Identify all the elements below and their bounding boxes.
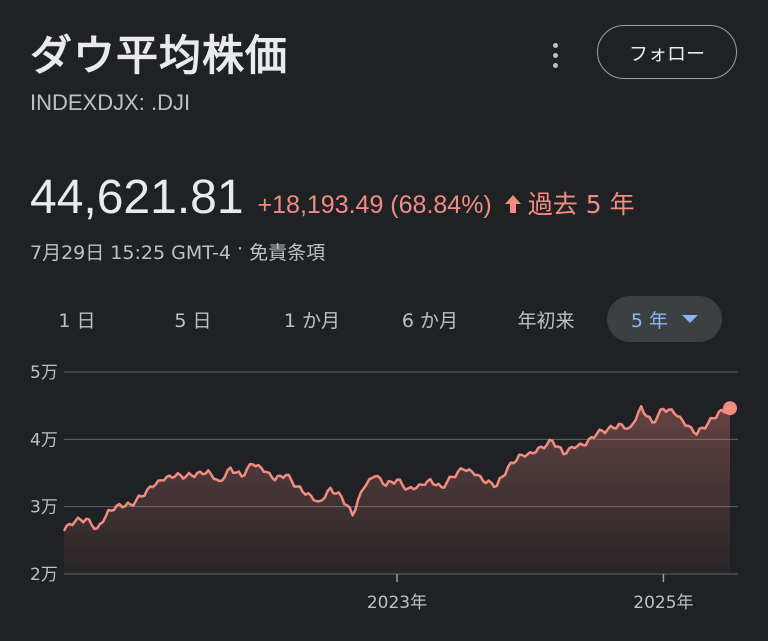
chart-area-fill — [64, 406, 730, 574]
timestamp: 7月29日 15:25 GMT-4 — [30, 242, 232, 264]
tab-6-month[interactable]: 6 か月 — [382, 296, 478, 342]
more-options-icon[interactable] — [540, 38, 570, 72]
y-tick-label: 4万 — [30, 430, 58, 450]
y-tick-label: 5万 — [30, 363, 58, 383]
price-change: +18,193.49 (68.84%) — [257, 191, 492, 219]
tab-label: 5 日 — [174, 309, 212, 332]
separator: · — [237, 238, 244, 260]
tab-label: 年初来 — [517, 309, 575, 332]
x-tick-label: 2025年 — [633, 593, 693, 613]
change-period: 過去 5 年 — [527, 190, 635, 219]
tab-1-day[interactable]: 1 日 — [40, 296, 114, 342]
price-chart[interactable]: 5万 4万 3万 2万 2023年 2025年 — [0, 352, 768, 641]
tab-label: 1 日 — [58, 309, 96, 332]
follow-button[interactable]: フォロー — [597, 25, 737, 79]
x-tick-label: 2023年 — [367, 593, 427, 613]
tab-ytd[interactable]: 年初来 — [500, 296, 592, 342]
arrow-up-icon — [504, 195, 521, 213]
tab-label: 5 年 — [630, 309, 669, 332]
ticker-symbol: INDEXDJX: .DJI — [30, 90, 191, 115]
tab-label: 1 か月 — [283, 309, 341, 332]
tab-5-day[interactable]: 5 日 — [154, 296, 232, 342]
chart-series-line — [62, 405, 732, 532]
tab-label: 6 か月 — [401, 309, 459, 332]
range-tabs: 1 日 5 日 1 か月 6 か月 年初来 5 年 — [0, 296, 768, 344]
disclaimer-link[interactable]: 免責条項 — [249, 242, 326, 264]
quote-meta: 7月29日 15:25 GMT-4 · 免責条項 — [30, 238, 325, 265]
chart-latest-point — [723, 401, 737, 416]
page-title: ダウ平均株価 — [30, 31, 289, 80]
tab-5-year[interactable]: 5 年 — [607, 296, 722, 342]
tab-1-month[interactable]: 1 か月 — [264, 296, 360, 342]
y-tick-label: 2万 — [30, 565, 58, 585]
price-row: 44,621.81 +18,193.49 (68.84%) 過去 5 年 — [30, 170, 635, 225]
y-tick-label: 3万 — [30, 498, 58, 518]
current-price: 44,621.81 — [30, 171, 244, 224]
dropdown-caret-icon — [682, 315, 699, 323]
